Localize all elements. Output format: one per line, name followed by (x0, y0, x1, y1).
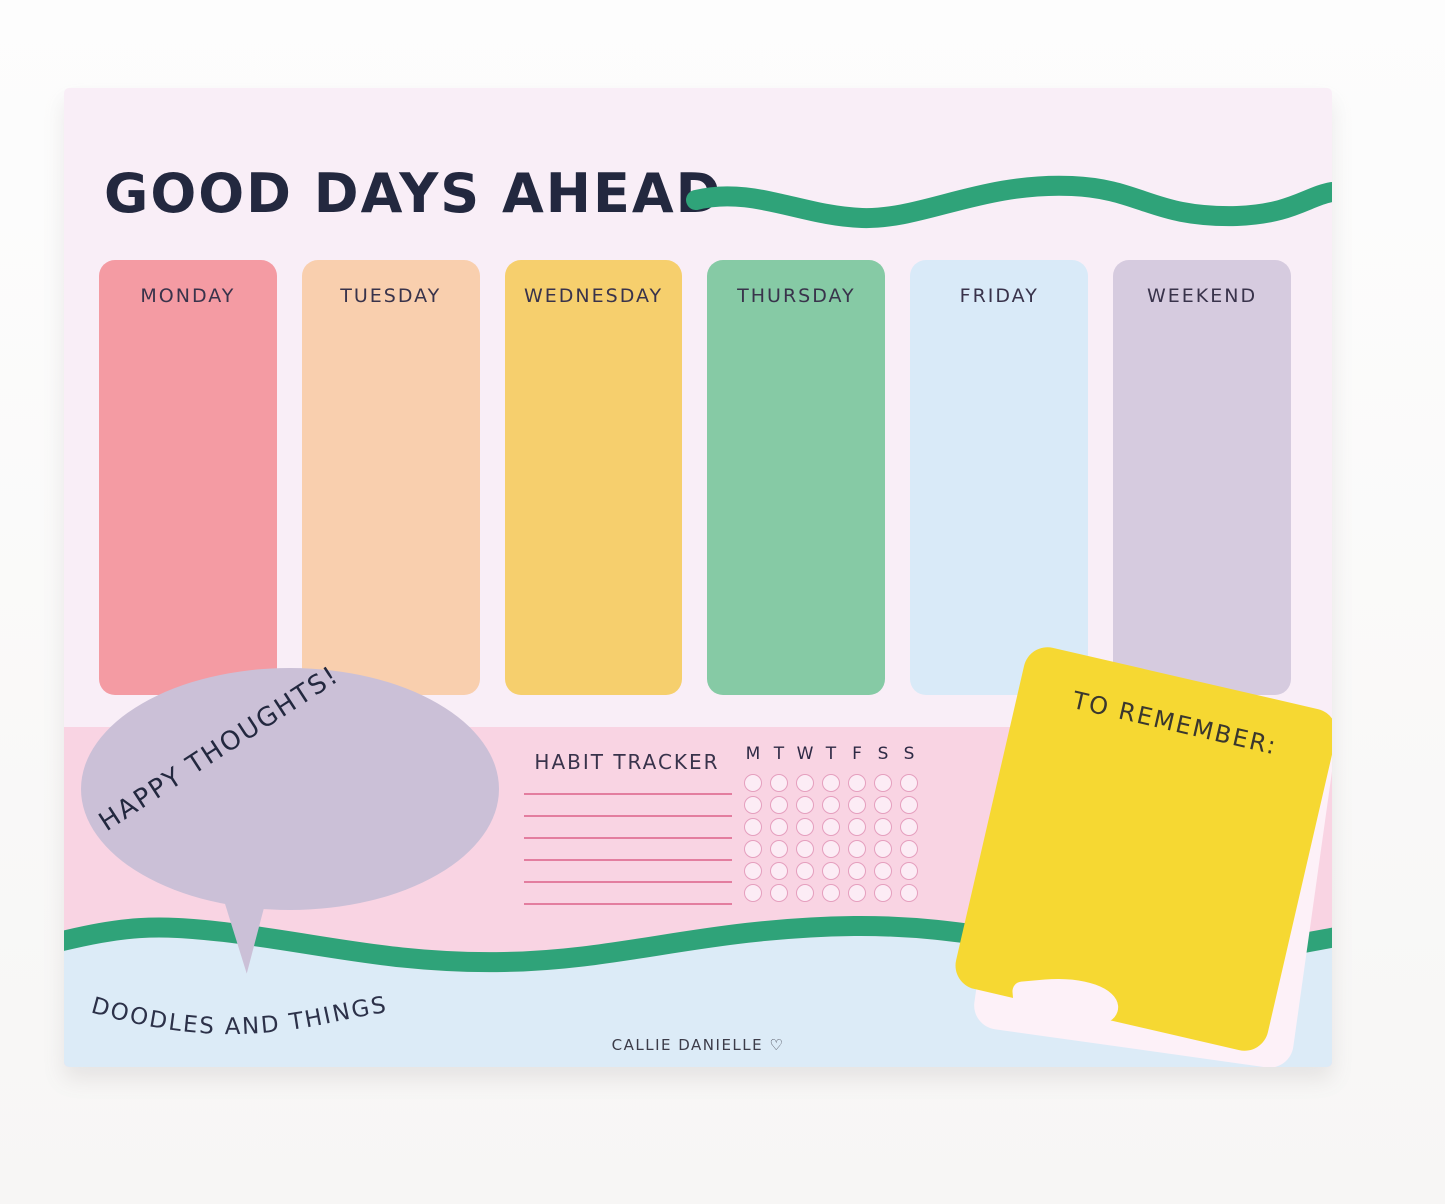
habit-line (524, 815, 732, 817)
tracker-circle (796, 862, 814, 880)
tracker-circle (796, 884, 814, 902)
tracker-circle (848, 840, 866, 858)
day-column-label: WEEKEND (1147, 285, 1258, 307)
tracker-circle (744, 884, 762, 902)
speech-bubble (81, 668, 499, 910)
doodles-caption: DOODLES AND THINGS (89, 992, 390, 1040)
habit-line (524, 859, 732, 861)
tracker-circle (822, 818, 840, 836)
planner-pad: GOOD DAYS AHEAD MONDAY TUESDAY WEDNESDAY TH… (64, 88, 1332, 1067)
habit-line (524, 837, 732, 839)
day-column-wednesday: WEDNESDAY (504, 260, 683, 695)
tracker-circle (874, 840, 892, 858)
tracker-circle (770, 862, 788, 880)
planner-title: GOOD DAYS AHEAD (104, 162, 723, 225)
tracker-circle (822, 862, 840, 880)
tracker-circle (822, 884, 840, 902)
day-column-label: FRIDAY (959, 285, 1039, 307)
tracker-day-initial: T (825, 744, 837, 764)
tracker-circle (796, 796, 814, 814)
day-column-label: TUESDAY (340, 285, 442, 307)
habit-tracker-lines (524, 773, 732, 905)
brand-credit: CALLIE DANIELLE ♡ (611, 1036, 785, 1054)
tracker-circle (900, 862, 918, 880)
svg-text:DOODLES AND THINGS: DOODLES AND THINGS (89, 992, 390, 1040)
habit-tracker-title: HABIT TRACKER (534, 750, 720, 774)
tracker-circle-grid (744, 774, 918, 902)
tracker-circle (770, 774, 788, 792)
tracker-circle (744, 862, 762, 880)
tracker-circle (770, 818, 788, 836)
tracker-circle (822, 796, 840, 814)
squiggle-line-icon (686, 175, 1332, 229)
habit-line (524, 881, 732, 883)
tracker-circle (874, 884, 892, 902)
tracker-circle (744, 796, 762, 814)
day-column-tuesday: TUESDAY (301, 260, 480, 695)
tracker-circle (900, 774, 918, 792)
tracker-circle (796, 818, 814, 836)
tracker-circle (770, 796, 788, 814)
habit-line (524, 903, 732, 905)
tracker-circle (848, 796, 866, 814)
tracker-day-initial: T (773, 744, 785, 764)
tracker-circle (874, 774, 892, 792)
tracker-circle (900, 884, 918, 902)
tracker-day-initial: S (903, 744, 915, 764)
tracker-circle (848, 774, 866, 792)
tracker-day-initial: F (852, 744, 862, 764)
day-column-friday: FRIDAY (910, 260, 1089, 695)
day-column-label: MONDAY (140, 285, 236, 307)
tracker-circle (900, 818, 918, 836)
doodles-label: DOODLES AND THINGS (89, 992, 388, 1040)
week-columns: MONDAY TUESDAY WEDNESDAY THURSDAY FRIDAY WEEK… (99, 260, 1291, 695)
tracker-day-initial: S (877, 744, 889, 764)
speech-bubble-tail-icon (219, 880, 281, 976)
tracker-circle (874, 862, 892, 880)
habit-line (524, 793, 732, 795)
tracker-circle (900, 796, 918, 814)
tracker-circle (874, 818, 892, 836)
day-column-label: WEDNESDAY (524, 285, 664, 307)
day-column-thursday: THURSDAY (707, 260, 886, 695)
tracker-circle (770, 884, 788, 902)
tracker-circle (874, 796, 892, 814)
tracker-circle (796, 774, 814, 792)
tracker-circle (822, 840, 840, 858)
tracker-circle (848, 862, 866, 880)
tracker-day-initial: M (745, 744, 761, 764)
tracker-circle (822, 774, 840, 792)
tracker-day-initial: W (796, 744, 814, 764)
day-column-weekend: WEEKEND (1113, 260, 1291, 695)
tracker-circle (744, 774, 762, 792)
day-column-label: THURSDAY (737, 285, 856, 307)
tracker-circle (848, 884, 866, 902)
tracker-circle (744, 840, 762, 858)
tracker-circle (900, 840, 918, 858)
tracker-circle (744, 818, 762, 836)
day-column-monday: MONDAY (99, 260, 277, 695)
tracker-circle (796, 840, 814, 858)
tracker-circle (848, 818, 866, 836)
tracker-circle (770, 840, 788, 858)
sticky-note: TO REMEMBER: (950, 642, 1332, 1056)
